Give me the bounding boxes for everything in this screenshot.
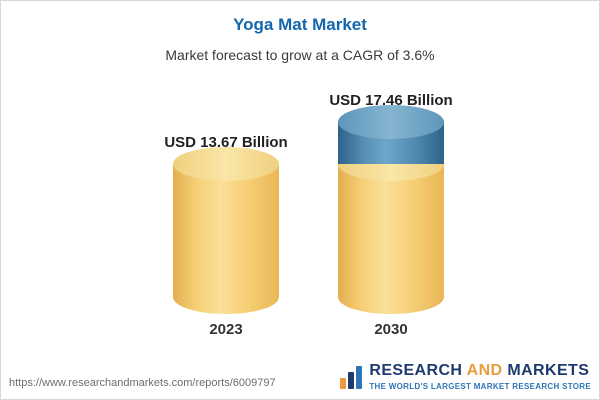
- report-url-link[interactable]: https://www.researchandmarkets.com/repor…: [9, 377, 276, 389]
- logo-bar-blue: [356, 366, 363, 389]
- bar-2023-top-rim: [173, 147, 279, 181]
- bar-2023-cylinder: [173, 147, 279, 314]
- bar-2030-body: [338, 147, 444, 314]
- brand-logo-icon: [340, 366, 363, 391]
- brand-text: RESEARCH AND MARKETS THE WORLD'S LARGEST…: [369, 362, 591, 391]
- brand-logo: RESEARCH AND MARKETS THE WORLD'S LARGEST…: [340, 362, 591, 391]
- footer: https://www.researchandmarkets.com/repor…: [9, 362, 591, 391]
- brand-name: RESEARCH AND MARKETS: [369, 362, 590, 380]
- chart-title: Yoga Mat Market: [233, 15, 367, 34]
- value-label-2030: USD 17.46 Billion: [329, 92, 453, 109]
- bar-2030-cylinder: [338, 105, 444, 314]
- bar-2030-growth-cap: [338, 105, 444, 164]
- value-label-2023: USD 13.67 Billion: [164, 134, 288, 151]
- x-axis-label-2030: 2030: [374, 321, 408, 338]
- brand-tagline: THE WORLD'S LARGEST MARKET RESEARCH STOR…: [369, 382, 591, 391]
- brand-name-and: AND: [466, 362, 503, 380]
- logo-bar-orange: [340, 378, 347, 389]
- bar-2030-top-rim: [338, 105, 444, 139]
- brand-name-research: RESEARCH: [369, 362, 463, 380]
- x-axis-label-2023: 2023: [209, 321, 243, 338]
- chart-subtitle: Market forecast to grow at a CAGR of 3.6…: [165, 47, 435, 63]
- logo-bar-navy: [348, 372, 355, 389]
- bar-2023-body: [173, 147, 279, 314]
- brand-name-markets: MARKETS: [507, 362, 590, 380]
